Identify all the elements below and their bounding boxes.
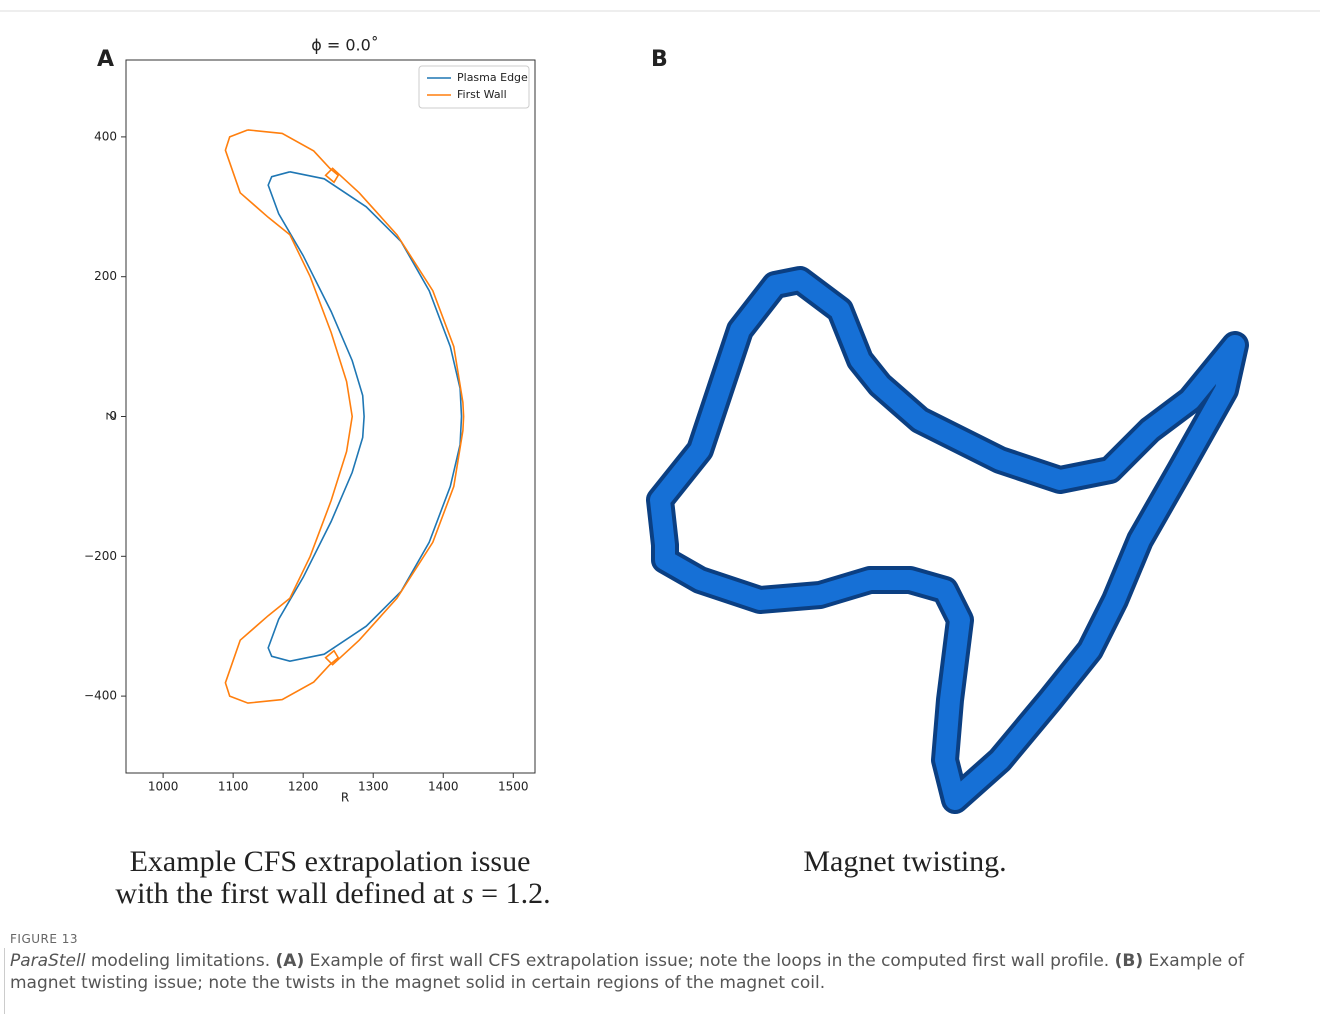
panel-caption: with the first wall defined at s = 1.2. — [115, 877, 550, 910]
x-tick-label: 1400 — [428, 780, 459, 794]
side-rule — [4, 948, 5, 1014]
figure: A B ϕ = 0.0˚ R Z Example CFS extrapolati… — [0, 0, 1320, 925]
y-tick-label: 0 — [109, 409, 117, 423]
caption-text: ParaStell modeling limitations. (A) Exam… — [10, 950, 1300, 994]
page: A B ϕ = 0.0˚ R Z Example CFS extrapolati… — [0, 0, 1320, 1014]
x-axis-label: R — [341, 791, 349, 805]
series-line — [225, 130, 463, 703]
legend-label: First Wall — [457, 88, 507, 101]
panel-label: B — [651, 47, 668, 72]
plot-frame — [126, 60, 535, 773]
caption-part: Example of first wall CFS extrapolation … — [304, 951, 1114, 971]
plot: 1000 1100 1200 1300 1400 1500 −400 −200 0 200 400 P… — [84, 66, 529, 794]
y-tick-label: 200 — [94, 269, 117, 283]
x-tick-label: 1000 — [148, 780, 179, 794]
panel-label: A — [97, 47, 114, 72]
caption-part: modeling limitations. — [85, 951, 275, 971]
series-line — [268, 172, 461, 661]
x-tick-label: 1200 — [288, 780, 319, 794]
x-tick-label: 1500 — [498, 780, 529, 794]
panel-caption: Magnet twisting. — [803, 845, 1006, 878]
magnet-coil — [660, 280, 1235, 800]
caption-part: = 1.2. — [474, 877, 551, 910]
figure-caption: FIGURE 13 ParaStell modeling limitations… — [10, 932, 1300, 994]
caption-part: with the first wall defined at — [115, 877, 462, 910]
caption-part: (A) — [276, 951, 305, 971]
panel-caption: Example CFS extrapolation issue — [130, 845, 531, 878]
magnet-image — [660, 280, 1235, 800]
figure-number: FIGURE 13 — [10, 932, 1300, 946]
y-tick-label: −400 — [84, 689, 117, 703]
x-tick-label: 1100 — [218, 780, 249, 794]
x-tick-label: 1300 — [358, 780, 389, 794]
caption-part: ParaStell — [10, 951, 85, 971]
caption-part: (B) — [1115, 951, 1144, 971]
chart-title: ϕ = 0.0˚ — [311, 36, 379, 55]
legend-label: Plasma Edge — [457, 71, 528, 84]
caption-part: s — [462, 877, 474, 910]
y-tick-label: −200 — [84, 549, 117, 563]
y-tick-label: 400 — [94, 129, 117, 143]
